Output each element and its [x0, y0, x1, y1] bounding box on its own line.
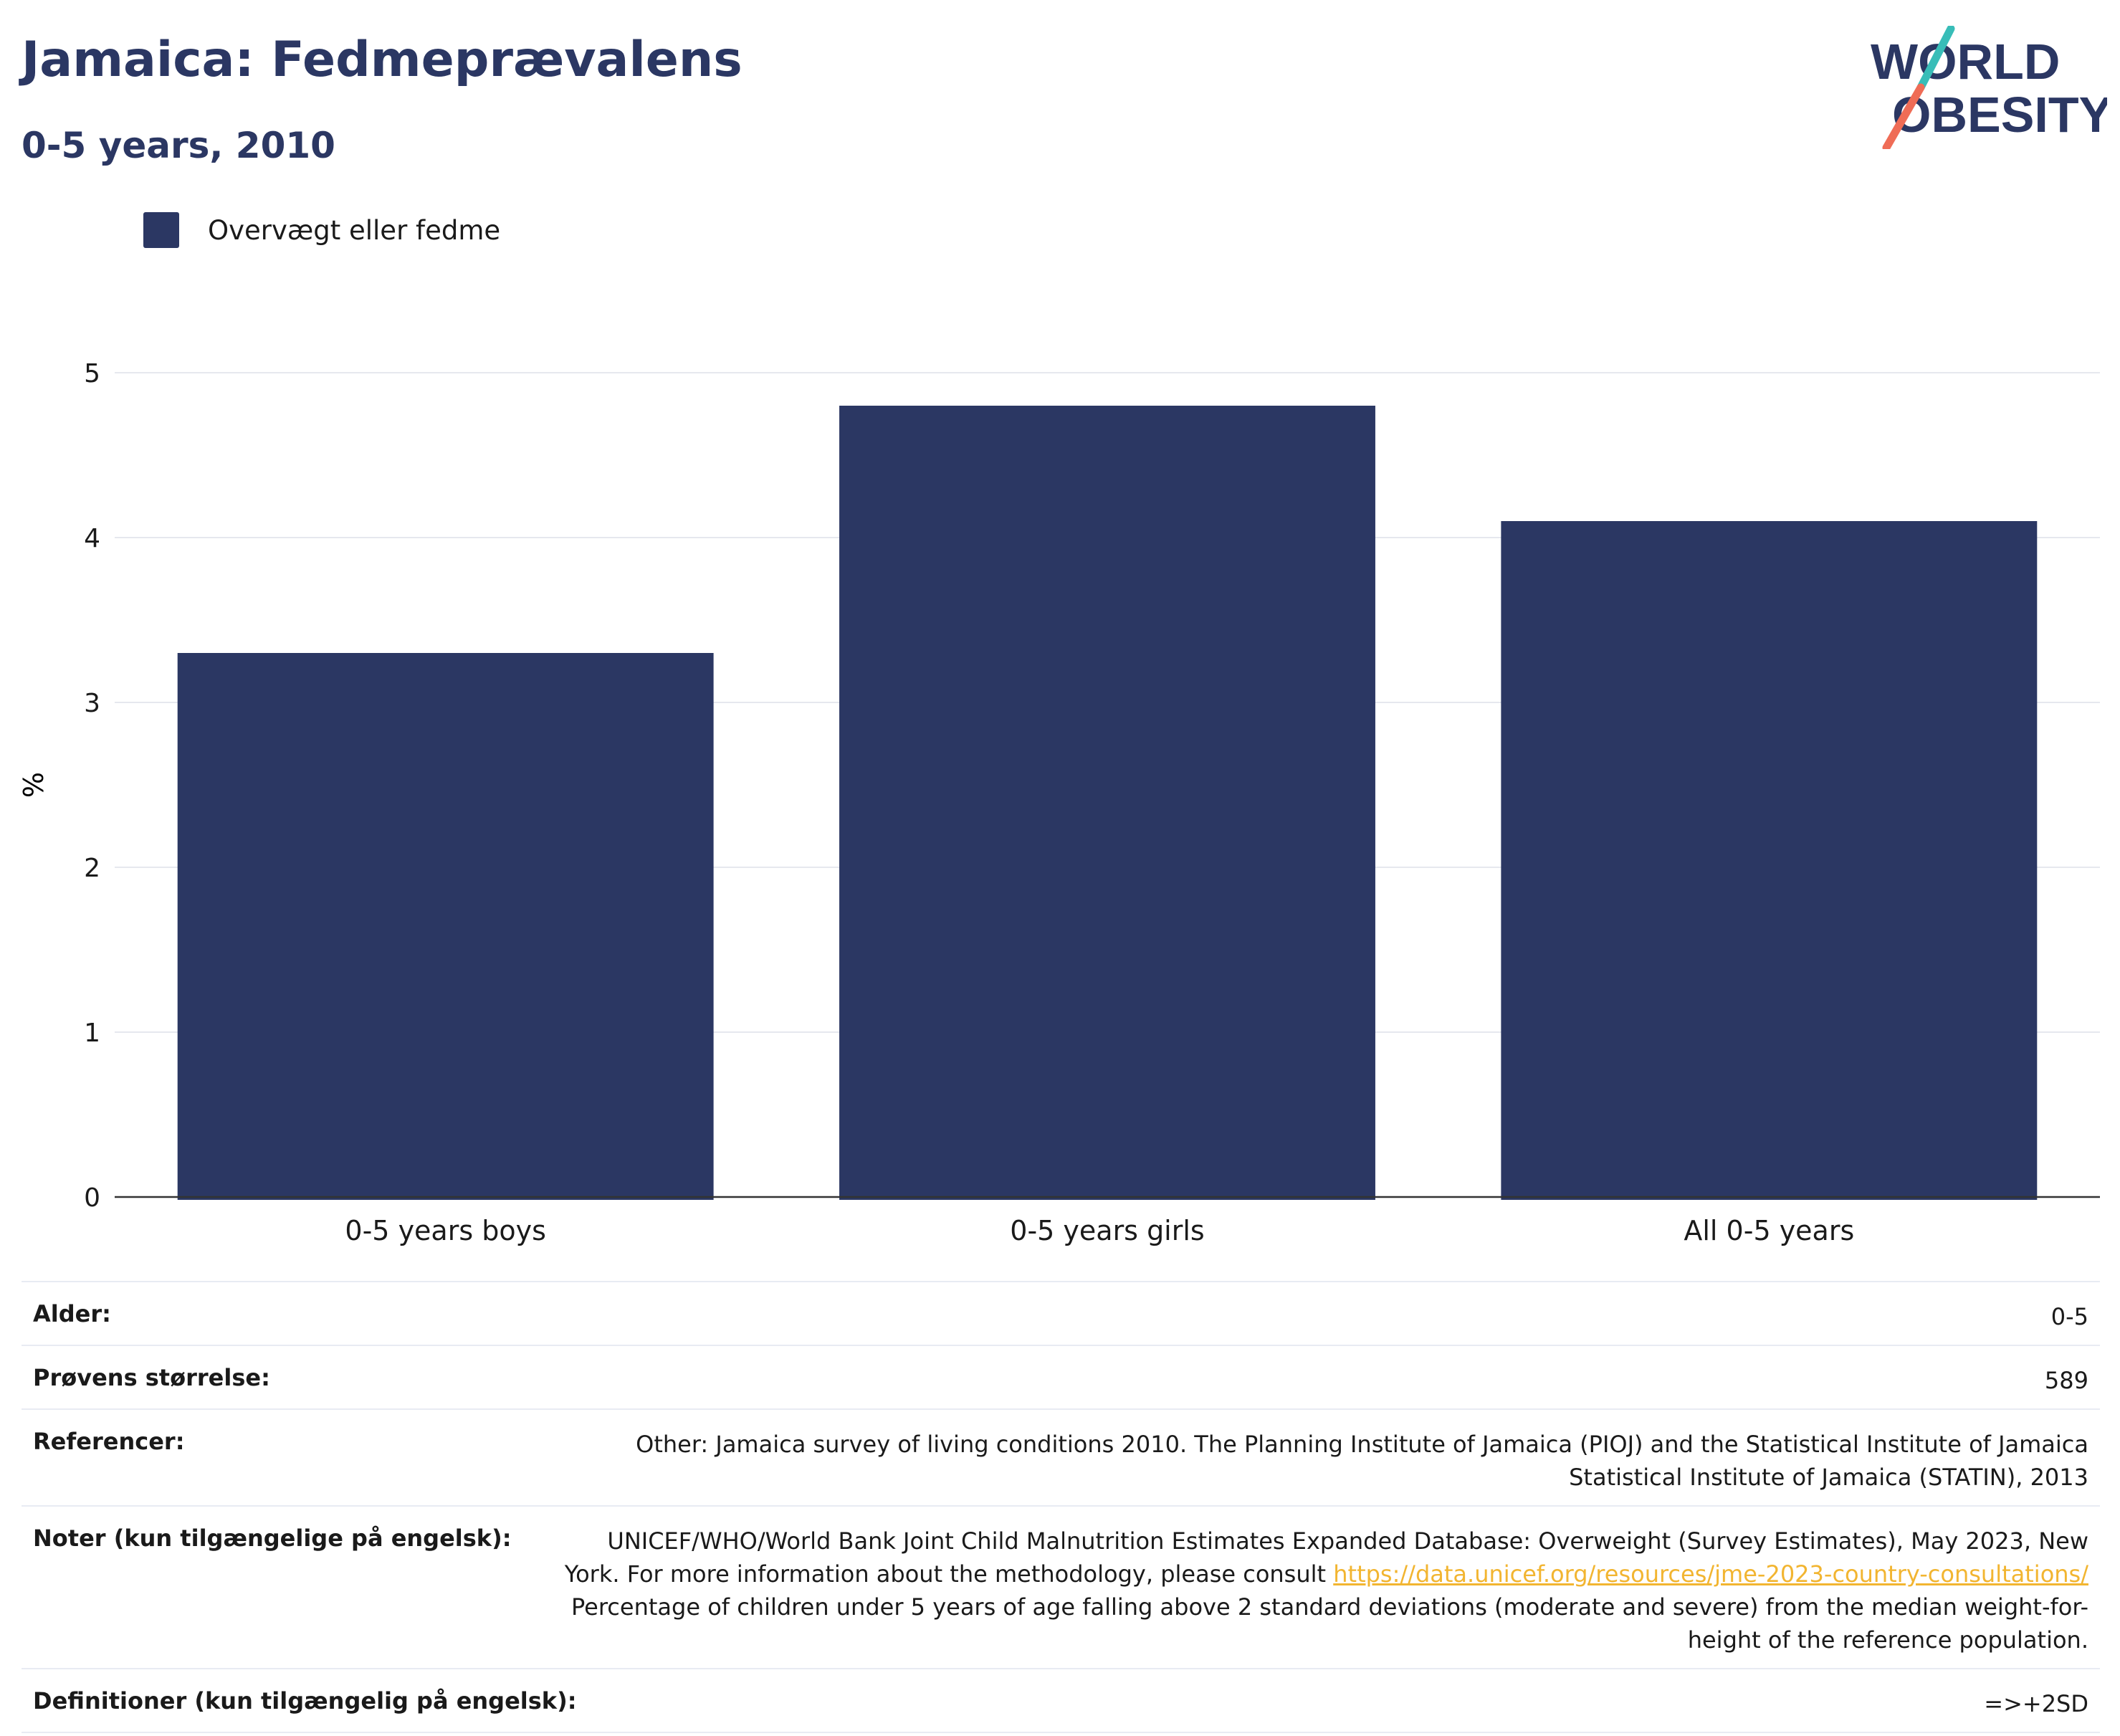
logo-slash-teal: [1916, 26, 1955, 92]
unicef-link[interactable]: https://data.unicef.org/resources/jme-20…: [1333, 1560, 2088, 1588]
info-key: Referencer:: [33, 1428, 185, 1455]
info-key: Alder:: [33, 1300, 111, 1327]
bars: [177, 406, 2038, 1200]
info-row-definitions: Definitioner (kun tilgængelig på engelsk…: [22, 1669, 2100, 1733]
y-tick-label: 1: [84, 1019, 100, 1048]
y-tick-label: 5: [84, 359, 100, 388]
x-tick-label: 0-5 years boys: [345, 1215, 545, 1246]
chart-subtitle: 0-5 years, 2010: [22, 125, 335, 166]
info-key: Noter (kun tilgængelige på engelsk):: [33, 1525, 512, 1552]
world-obesity-logo: WORLD OBESITY: [1871, 26, 2107, 149]
info-row-sample-size: Prøvens størrelse: 589: [22, 1346, 2100, 1410]
info-row-notes: Noter (kun tilgængelige på engelsk): UNI…: [22, 1507, 2100, 1669]
bar[interactable]: [177, 653, 714, 1200]
info-value: 0-5: [2050, 1303, 2088, 1330]
logo-line-2: OBESITY: [1892, 87, 2107, 143]
y-axis-label: %: [18, 772, 49, 798]
x-tick-label: All 0-5 years: [1684, 1215, 1854, 1246]
info-table: Alder: 0-5 Prøvens størrelse: 589 Refere…: [22, 1281, 2100, 1733]
bar-chart: 0 1 2 3 4 5 0-5 years boys 0-5 years girls All …: [18, 359, 2100, 1246]
logo-line-1: WORLD: [1871, 34, 2060, 90]
y-tick-label: 4: [84, 524, 100, 553]
info-value: UNICEF/WHO/World Bank Joint Child Malnut…: [555, 1525, 2088, 1656]
y-tick-label: 2: [84, 854, 100, 883]
legend-swatch: [143, 212, 179, 248]
y-tick-label: 3: [84, 689, 100, 718]
notes-text-before: UNICEF/WHO/World Bank Joint Child Malnut…: [564, 1527, 2088, 1588]
x-tick-label: 0-5 years girls: [1010, 1215, 1204, 1246]
info-value: 589: [2044, 1367, 2088, 1394]
info-value: =>+2SD: [1984, 1690, 2088, 1717]
logo-slash-coral: [1882, 83, 1925, 149]
info-key: Prøvens størrelse:: [33, 1364, 270, 1391]
bar[interactable]: [839, 406, 1375, 1200]
info-value: Other: Jamaica survey of living conditio…: [636, 1431, 2088, 1491]
info-key: Definitioner (kun tilgængelig på engelsk…: [33, 1687, 577, 1714]
x-tick-labels: 0-5 years boys 0-5 years girls All 0-5 yea…: [345, 1215, 1854, 1246]
y-tick-labels: 0 1 2 3 4 5: [84, 359, 100, 1213]
legend-label: Overvægt eller fedme: [208, 214, 501, 246]
info-row-age: Alder: 0-5: [22, 1282, 2100, 1346]
legend: Overvægt eller fedme: [143, 212, 500, 248]
notes-text-after: Percentage of children under 5 years of …: [571, 1593, 2088, 1654]
chart-title: Jamaica: Fedmeprævalens: [22, 32, 743, 88]
y-tick-label: 0: [84, 1183, 100, 1213]
bar[interactable]: [1501, 521, 2038, 1200]
info-row-references: Referencer: Other: Jamaica survey of liv…: [22, 1410, 2100, 1507]
